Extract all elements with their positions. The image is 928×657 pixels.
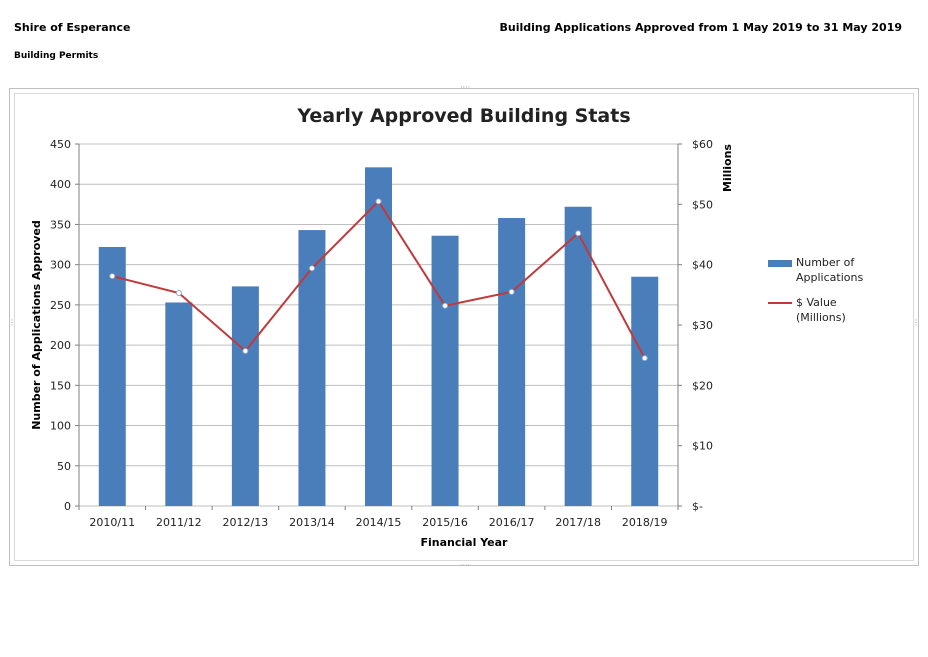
y-tick-label: 450	[50, 138, 71, 151]
legend-item-value: $ Value (Millions)	[768, 295, 876, 325]
y2-tick-label: $20	[692, 379, 713, 392]
section-name: Building Permits	[14, 51, 99, 61]
line-point	[442, 302, 449, 309]
y-tick-label: 150	[50, 379, 71, 392]
resize-handle-top[interactable]: ····	[460, 83, 471, 92]
y2-axis-title: Millions	[721, 144, 734, 192]
line-point	[242, 347, 249, 354]
line-point	[575, 230, 582, 237]
chart-title: Yearly Approved Building Stats	[296, 105, 630, 127]
line-point	[308, 265, 315, 272]
y-tick-label: 200	[50, 339, 71, 352]
resize-handle-bottom[interactable]: ····	[460, 561, 471, 570]
x-tick-label: 2018/19	[622, 516, 668, 529]
line-point	[375, 198, 382, 205]
y2-tick-label: $60	[692, 138, 713, 151]
report-title: Building Applications Approved from 1 Ma…	[499, 21, 903, 34]
y-axis-left: 0 50 100 150 200 250 300 350 400 450	[50, 138, 80, 513]
x-tick-label: 2012/13	[223, 516, 269, 529]
resize-handle-left[interactable]: ⋮	[8, 318, 16, 327]
y-tick-label: 50	[57, 460, 71, 473]
chart-area	[14, 93, 914, 561]
line-point	[175, 290, 182, 297]
x-tick-label: 2017/18	[555, 516, 601, 529]
y2-tick-label: $50	[692, 198, 713, 211]
x-tick-label: 2014/15	[356, 516, 402, 529]
bar	[165, 302, 193, 506]
bar	[498, 218, 526, 506]
legend-line-swatch	[768, 302, 792, 304]
bar	[631, 276, 659, 506]
bar	[298, 230, 326, 506]
line-series	[109, 198, 648, 362]
y2-tick-label: $10	[692, 440, 713, 453]
legend-item-applications: Number of Applications	[768, 255, 876, 285]
line-point	[641, 355, 648, 362]
x-tick-label: 2013/14	[289, 516, 335, 529]
legend-bar-swatch	[768, 260, 792, 267]
x-tick-label: 2011/12	[156, 516, 202, 529]
legend: Number of Applications $ Value (Millions…	[768, 255, 876, 335]
legend-label: Number of Applications	[796, 256, 864, 284]
line-point	[109, 273, 116, 280]
chart-frame[interactable]: ···· ···· ⋮ ⋮	[8, 84, 920, 570]
y-tick-label: 100	[50, 420, 71, 433]
bar	[564, 206, 592, 506]
bar	[98, 246, 126, 507]
x-tick-label: 2010/11	[89, 516, 135, 529]
bar-series	[98, 167, 659, 507]
y-axis-title: Number of Applications Approved	[30, 220, 43, 430]
y-axis-right: $- $10 $20 $30 $40 $50 $60	[677, 138, 713, 513]
resize-handle-right[interactable]: ⋮	[912, 318, 920, 327]
x-tick-label: 2015/16	[422, 516, 468, 529]
legend-label: $ Value (Millions)	[796, 296, 846, 324]
y2-tick-label: $-	[692, 500, 703, 513]
y2-tick-label: $30	[692, 319, 713, 332]
bar	[365, 167, 392, 506]
x-axis-title: Financial Year	[421, 536, 509, 549]
y-tick-label: 300	[50, 259, 71, 272]
y-tick-label: 250	[50, 299, 71, 312]
y-tick-label: 350	[50, 218, 71, 231]
y2-tick-label: $40	[692, 259, 713, 272]
bar	[231, 286, 259, 506]
bar	[431, 235, 459, 506]
y-tick-label: 0	[64, 500, 71, 513]
line-point	[508, 288, 515, 295]
x-tick-label: 2016/17	[489, 516, 535, 529]
y-tick-label: 400	[50, 178, 71, 191]
x-axis: 2010/11 2011/12 2012/13 2013/14 2014/15 2015/…	[78, 506, 679, 529]
organization-name: Shire of Esperance	[14, 21, 131, 34]
